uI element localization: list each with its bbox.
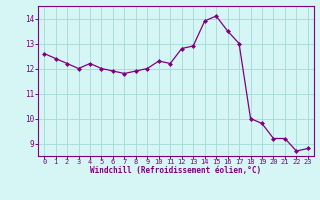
- X-axis label: Windchill (Refroidissement éolien,°C): Windchill (Refroidissement éolien,°C): [91, 166, 261, 175]
